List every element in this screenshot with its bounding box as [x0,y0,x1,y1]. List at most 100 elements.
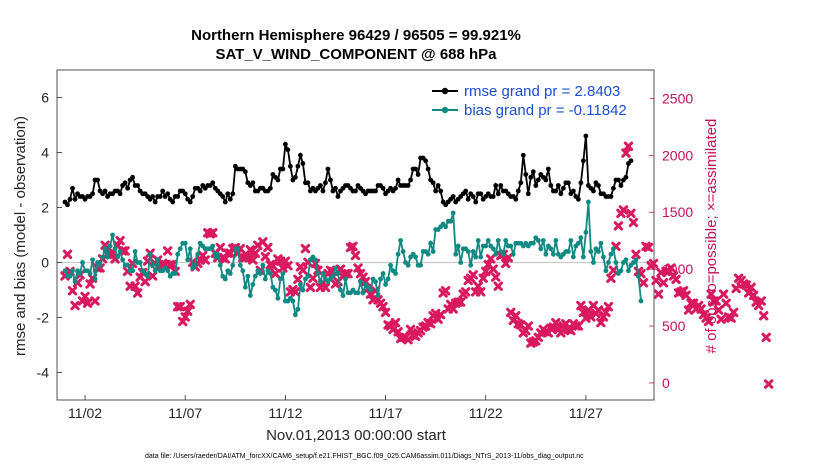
rmse-point [287,163,293,169]
bias-point [623,257,629,263]
bias-point [400,249,406,254]
obs-count-point [440,286,451,296]
obs-count-point [100,240,110,250]
obs-count-point [626,208,636,219]
bias-point [603,268,609,274]
y-tick-label: 6 [41,90,49,106]
bias-point [215,251,221,257]
rmse-point [565,180,571,186]
rmse-point [187,199,193,205]
legend: rmse grand pr = 2.8403 bias grand pr = -… [410,80,650,122]
obs-count-point [628,217,639,228]
bias-point [493,251,499,257]
obs-count-point [308,273,318,283]
bias-point [187,246,193,252]
obs-count-point [718,289,729,299]
rmse-point [528,174,534,180]
rmse-point [543,177,549,183]
bias-point [538,246,544,252]
bias-point [590,260,596,265]
bias-point [530,240,536,246]
bias-point [340,293,346,298]
bias-point [626,268,631,274]
bias-point [245,273,251,279]
rmse-point [190,194,196,199]
bias-point [458,260,464,265]
bias-point [150,262,156,268]
x-tick-label: 11/17 [369,405,403,421]
obs-count-point [478,273,488,283]
bias-point [580,254,586,260]
bias-point [298,282,303,287]
legend-bias-marker [441,106,449,114]
rmse-point [333,185,338,191]
bias-point [448,218,454,224]
bias-point [185,257,191,263]
rmse-point [583,133,589,139]
rmse-point [152,199,158,205]
rmse-point [523,172,529,177]
bias-point [585,199,591,205]
obs-count-point [623,141,634,151]
obs-count-point [200,255,210,265]
rmse-point [558,191,564,197]
bias-point [237,262,243,268]
y-tick-label: 4 [41,145,49,161]
bias-point [443,224,449,230]
obs-count-point [350,250,361,261]
obs-count-point [215,242,225,253]
bias-point [388,262,393,268]
obs-count-point [643,242,654,253]
bias-point [172,271,178,276]
bias-point [543,251,549,257]
rmse-point [493,183,499,188]
chart-subtitle: SAT_V_WIND_COMPONENT @ 688 hPa [215,46,497,63]
bias-point [596,249,601,254]
bias-point [618,268,624,274]
bias-point [318,279,323,285]
obs-count-point [671,274,681,285]
bias-point [535,238,541,243]
bias-point [601,254,606,260]
rmse-point [608,194,614,199]
obs-count-point [491,272,501,282]
bias-point [272,287,278,293]
rmse-point [520,152,526,158]
bias-point [385,276,391,282]
obs-count-point [551,317,561,328]
bias-point [330,273,336,279]
bias-point [333,265,338,271]
bias-point [280,271,286,276]
y-right-tick-label: 2000 [662,147,693,163]
rmse-point [150,194,156,199]
obs-count-point [455,297,466,307]
obs-count-point [573,321,584,331]
bias-point [313,257,318,263]
bias-point [210,243,216,249]
rmse-point [117,191,123,197]
bias-point [320,271,326,276]
rmse-point [525,191,531,197]
obs-count-point [716,314,726,324]
obs-count-point [82,298,93,308]
obs-count-point [390,317,401,328]
rmse-point [95,177,100,183]
rmse-point [267,185,273,191]
bias-point [355,290,361,296]
bias-point [182,240,188,246]
rmse-point [210,180,216,186]
obs-count-point [185,299,195,310]
obs-count-point [248,255,258,265]
rmse-point [197,188,203,194]
rmse-point [623,174,629,180]
rmse-point [65,202,70,208]
bias-point [375,293,381,298]
obs-count-point [67,286,78,296]
obs-count-point [556,328,566,338]
obs-count-point [120,246,130,256]
data-file-footer: data file: /Users/raeder/DAI/ATM_forcXX/… [145,453,584,460]
obs-count-point [132,288,143,298]
obs-count-point [268,261,278,271]
rmse-point [616,177,621,183]
obs-count-point [348,241,358,252]
